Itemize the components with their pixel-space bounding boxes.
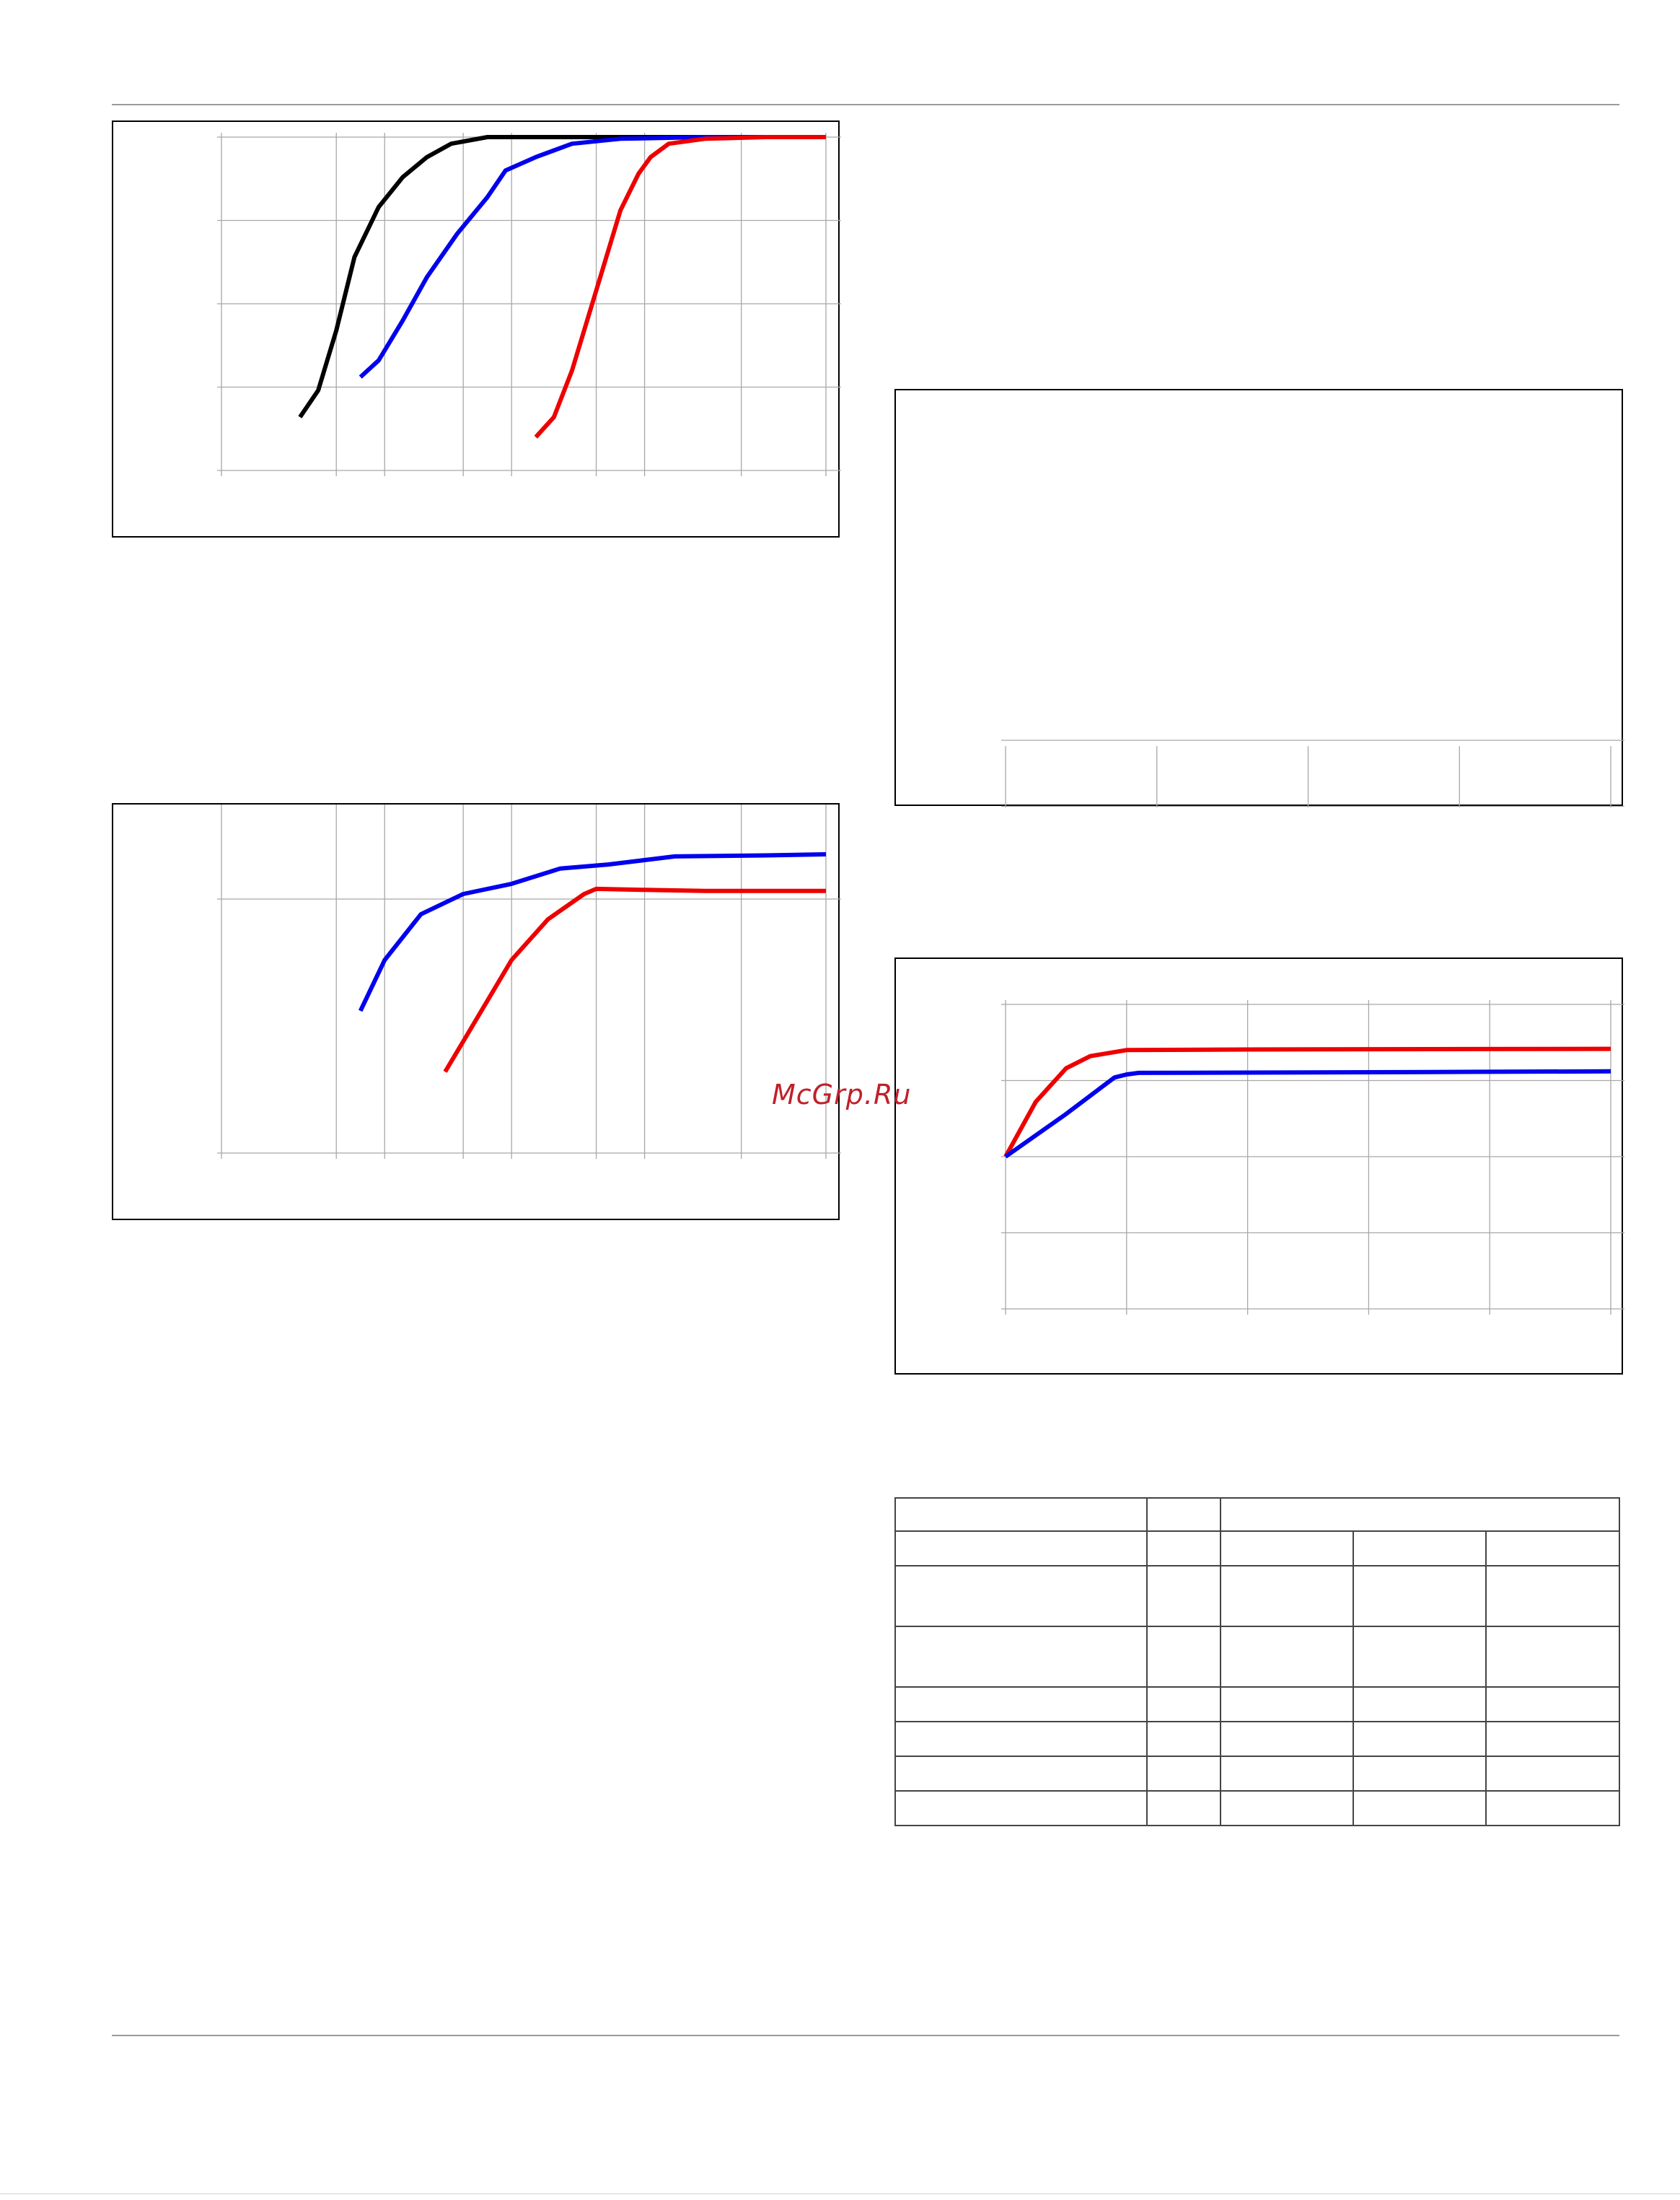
- table-row: [894, 1721, 1620, 1757]
- table-cell: [1146, 1756, 1222, 1792]
- table-cell: [1485, 1790, 1620, 1826]
- table-cell: [1220, 1686, 1354, 1722]
- chart-grid: [217, 805, 841, 1159]
- table-cell: [894, 1721, 1148, 1757]
- table-row: [894, 1756, 1620, 1792]
- series-line-1: [298, 135, 826, 418]
- table-cell: [1485, 1756, 1620, 1792]
- chart-2: [112, 803, 841, 1220]
- series-line-2: [358, 852, 827, 1012]
- chart-svg: [217, 133, 841, 476]
- table-cell: [1146, 1565, 1222, 1627]
- table-cell: [894, 1565, 1148, 1627]
- chart-grid: [1001, 740, 1624, 807]
- chart-1: [112, 120, 841, 538]
- chart-svg: [1001, 740, 1624, 807]
- table-cell: [1146, 1626, 1222, 1688]
- table-cell: [1352, 1626, 1487, 1688]
- table-cell: [894, 1497, 1148, 1532]
- table-cell: [1352, 1565, 1487, 1627]
- table-cell: [1220, 1497, 1620, 1532]
- table-cell: [1485, 1565, 1620, 1627]
- table-cell: [894, 1626, 1148, 1688]
- series-line-3: [534, 135, 826, 439]
- table-row: [894, 1790, 1620, 1826]
- table-cell: [1220, 1565, 1354, 1627]
- chart-4: [894, 957, 1624, 1375]
- table-cell: [1485, 1686, 1620, 1722]
- table-cell: [1146, 1686, 1222, 1722]
- table-cell: [894, 1790, 1148, 1826]
- table-cell: [1220, 1530, 1354, 1566]
- chart-svg: [1001, 1000, 1624, 1315]
- chart-grid: [217, 133, 841, 476]
- table-row: [894, 1686, 1620, 1722]
- table-cell: [1146, 1790, 1222, 1826]
- table-row: [894, 1497, 1620, 1532]
- table-cell: [1485, 1530, 1620, 1566]
- table-cell: [1352, 1721, 1487, 1757]
- header-rule: [112, 104, 1619, 105]
- table-cell: [1485, 1721, 1620, 1757]
- series-line-2: [359, 135, 826, 379]
- series-line-1: [1003, 1046, 1611, 1158]
- watermark-text: McGrp.Ru: [772, 1079, 912, 1110]
- table-row: [894, 1530, 1620, 1566]
- table-cell: [1352, 1756, 1487, 1792]
- table-cell: [1352, 1790, 1487, 1826]
- table-cell: [1220, 1626, 1354, 1688]
- series-line-2: [1004, 1069, 1611, 1159]
- table-cell: [1146, 1721, 1222, 1757]
- table-row: [894, 1626, 1620, 1688]
- spec-table: [894, 1497, 1620, 1826]
- table-cell: [894, 1530, 1148, 1566]
- table-row: [894, 1565, 1620, 1627]
- series-line-3: [443, 886, 826, 1073]
- table-cell: [1146, 1497, 1222, 1532]
- chart-3: [894, 389, 1624, 807]
- chart-grid: [1001, 1000, 1624, 1315]
- table-cell: [1352, 1530, 1487, 1566]
- chart-svg: [217, 805, 841, 1159]
- spec-table-body: [894, 1497, 1620, 1826]
- table-cell: [1146, 1530, 1222, 1566]
- table-cell: [1220, 1756, 1354, 1792]
- table-cell: [1220, 1790, 1354, 1826]
- table-cell: [1485, 1626, 1620, 1688]
- footer-rule: [112, 2035, 1619, 2036]
- table-cell: [1352, 1686, 1487, 1722]
- table-cell: [1220, 1721, 1354, 1757]
- table-cell: [894, 1686, 1148, 1722]
- table-cell: [894, 1756, 1148, 1792]
